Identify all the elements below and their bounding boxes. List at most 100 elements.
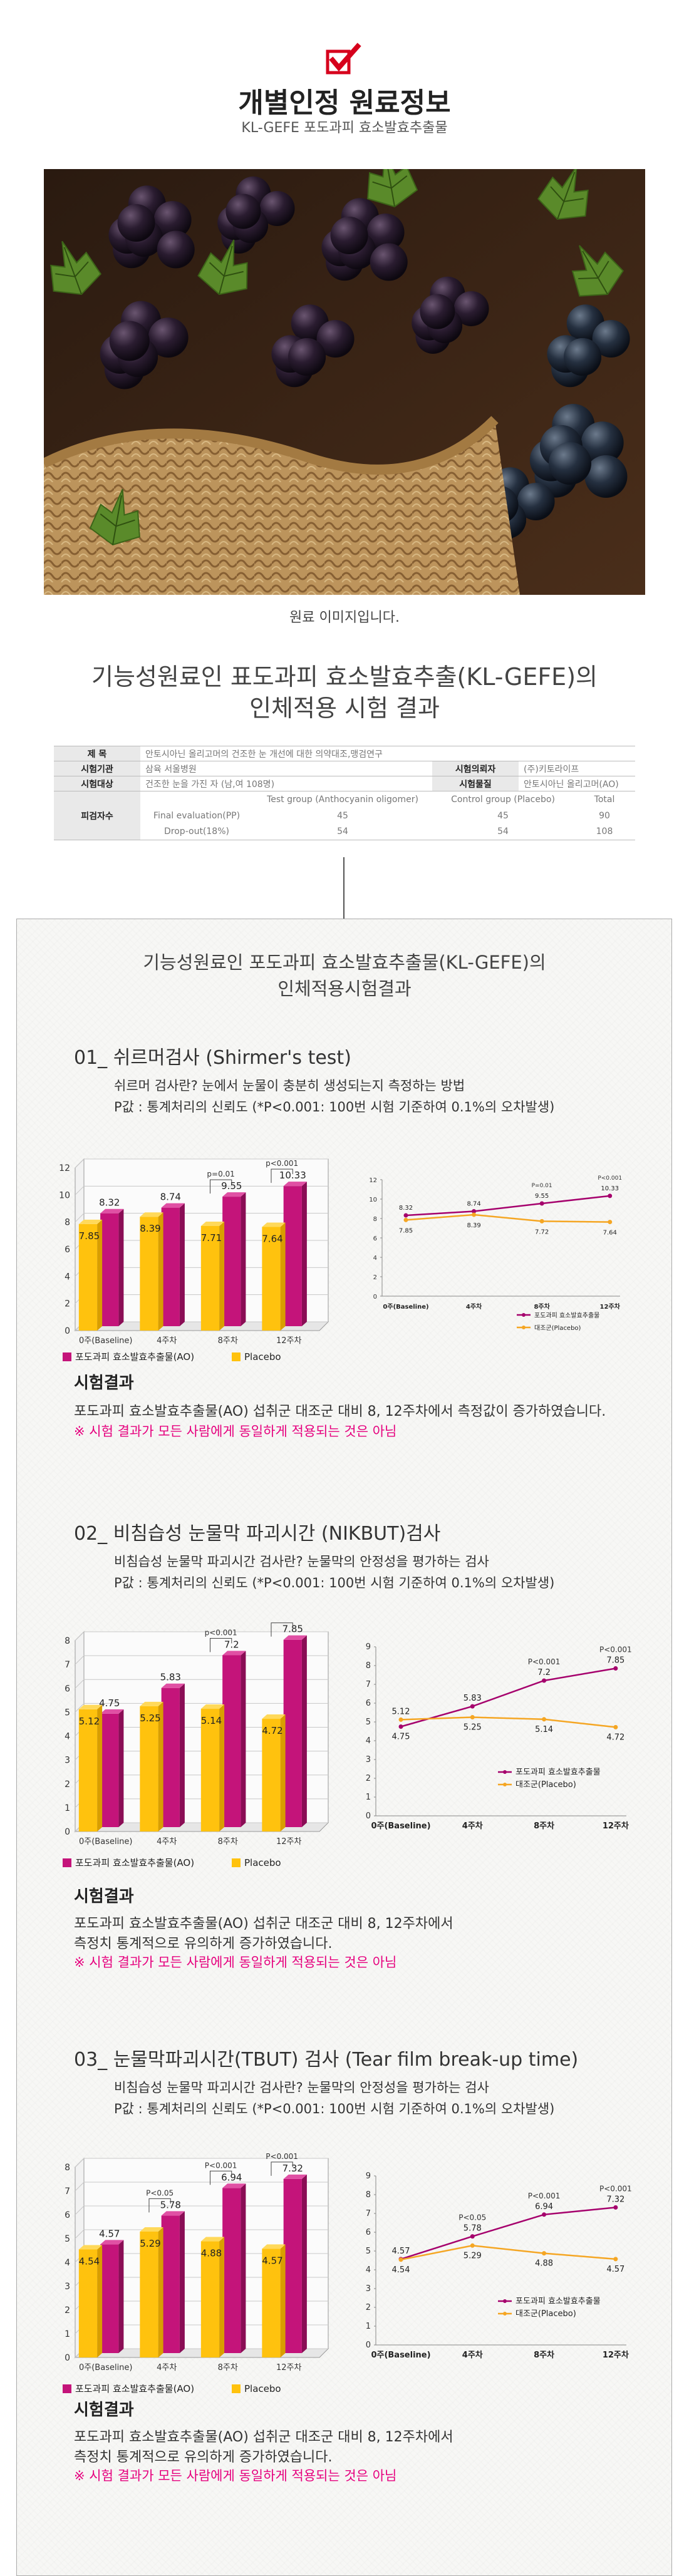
- significance-bracket: [209, 1638, 232, 1652]
- data-label: 8.74: [467, 1201, 480, 1208]
- grape-leaf: [367, 169, 418, 208]
- result-heading: 시험결과: [74, 1374, 134, 1393]
- y-tick-label: 0: [65, 2353, 70, 2363]
- line-ao: [400, 2207, 616, 2260]
- bar-top: [262, 2244, 286, 2249]
- legend-label-ao: 포도과피 효소발효추출물(AO): [75, 1857, 194, 1868]
- y-tick-label: 0: [65, 1326, 70, 1336]
- significance-label: P<0.001: [599, 1646, 632, 1654]
- y-tick-label: 2: [366, 1774, 371, 1783]
- data-label: 9.55: [221, 1180, 242, 1192]
- table-row: 시험기관 삼육 서울병원 시험의뢰자 (주)키토라이프: [54, 761, 635, 776]
- data-label: 7.71: [201, 1232, 222, 1244]
- data-label: 7.64: [262, 1233, 282, 1244]
- grape-berry: [517, 483, 555, 521]
- bar-top: [161, 1683, 185, 1688]
- grape-berry: [549, 442, 591, 485]
- y-tick-label: 0: [373, 1294, 377, 1301]
- bar-top: [262, 1714, 286, 1719]
- bar-top: [222, 1192, 246, 1197]
- result-text-2: 측정치 통계적으로 유의하게 증가하였습니다.: [74, 1936, 333, 1952]
- point-placebo: [613, 1724, 618, 1729]
- x-tick-label: 12주차: [603, 1821, 629, 1831]
- bar-placebo: [78, 1709, 98, 1832]
- y-tick-label: 3: [366, 1755, 371, 1765]
- bar-ao: [161, 2215, 180, 2353]
- bar-ao: [100, 1713, 119, 1827]
- data-label: 7.85: [606, 1656, 624, 1666]
- point-ao: [470, 2234, 475, 2239]
- grape-berry: [366, 214, 405, 252]
- point-placebo: [542, 1717, 547, 1722]
- data-label: 5.14: [535, 1725, 553, 1734]
- bar-placebo: [140, 1706, 158, 1832]
- grape-berry: [288, 338, 326, 376]
- legend-marker: [522, 1313, 526, 1317]
- legend-label-ao: 포도과피 효소발효추출물(AO): [75, 2383, 194, 2394]
- data-label: 5.14: [201, 1715, 222, 1726]
- data-label: 4.75: [392, 1733, 410, 1742]
- table-row: Drop-out(18%) 54 54 108: [54, 823, 635, 840]
- bar-ao: [283, 1186, 302, 1326]
- bar-placebo: [262, 1719, 281, 1832]
- data-label: 4.88: [201, 2248, 222, 2259]
- table-label: 제 목: [54, 746, 140, 761]
- y-tick-label: 0: [366, 2341, 371, 2350]
- y-tick-label: 8: [366, 2190, 371, 2200]
- x-tick-label: 4주차: [462, 2350, 483, 2360]
- nikbut-bar-chart: 0 1 2 3 4 5 6 7 8 4.75 5.12 0주(Baseline) 5.83 5.25 4주차…: [63, 1622, 329, 1868]
- line-ao: [400, 1667, 616, 1728]
- legend-label: 대조군(Placebo): [534, 1324, 581, 1332]
- data-label: 7.85: [79, 1230, 100, 1242]
- bar-placebo: [200, 1225, 220, 1331]
- panel-title-line1: 기능성원료인 포도과피 효소발효추출물(KL-GEFE)의: [143, 952, 546, 973]
- result-note: ※ 시험 결과가 모든 사람에게 동일하게 적용되는 것은 아님: [74, 1955, 397, 1970]
- bar-ao: [161, 1687, 180, 1827]
- y-tick-label: 6: [65, 2210, 70, 2220]
- bar-ao: [222, 2188, 241, 2353]
- y-tick-label: 5: [366, 1718, 371, 1727]
- grape-berry: [420, 294, 455, 329]
- bar-placebo: [78, 1224, 98, 1331]
- legend-swatch-ao: [63, 2384, 71, 2393]
- y-tick-label: 2: [65, 1780, 70, 1790]
- table-cell: 54: [432, 823, 574, 840]
- data-label: 6.94: [221, 2172, 242, 2183]
- data-label: 7.2: [224, 1639, 239, 1651]
- bar-side: [280, 2244, 286, 2357]
- bar-top: [161, 1203, 185, 1208]
- bar-ao: [161, 1207, 180, 1326]
- bar-side: [97, 2245, 103, 2357]
- x-tick-label: 4주차: [157, 2363, 177, 2372]
- point-placebo: [470, 1715, 475, 1719]
- y-tick-label: 7: [366, 2209, 371, 2218]
- data-label: 4.57: [392, 2247, 410, 2256]
- schirmer-line-chart: 0 2 4 6 8 10 12 0주(Baseline) 4주차 8주차 12주차 8.32 8.74 9…: [369, 1175, 622, 1332]
- bar-top: [78, 1219, 103, 1224]
- data-label: 4.57: [262, 2255, 282, 2266]
- page-title: 개별인정 원료정보: [238, 87, 451, 119]
- data-label: 5.25: [464, 1723, 482, 1733]
- grape-leaf: [197, 239, 248, 296]
- y-tick-label: 9: [366, 1642, 371, 1652]
- y-tick-label: 8: [366, 1661, 371, 1671]
- point-placebo: [398, 1717, 403, 1722]
- bar-placebo: [78, 2249, 98, 2357]
- table-value: 안토시아닌 올리고머(AO): [519, 776, 635, 791]
- grape-berry: [592, 320, 630, 358]
- point-placebo: [608, 1220, 613, 1225]
- point-placebo: [472, 1212, 477, 1217]
- y-tick-label: 3: [366, 2284, 371, 2294]
- bar-placebo: [140, 1217, 158, 1331]
- section-heading: 03_ 눈물막파괴시간(TBUT) 검사 (Tear film break-up…: [74, 2049, 579, 2071]
- data-label: 4.57: [99, 2228, 120, 2239]
- bar-top: [200, 1221, 225, 1226]
- point-ao: [539, 1201, 544, 1206]
- significance-label: P=0.01: [532, 1183, 552, 1189]
- point-ao: [472, 1209, 477, 1214]
- gridline: [75, 1679, 328, 1689]
- y-tick-label: 7: [65, 1660, 70, 1670]
- legend-marker: [503, 2312, 507, 2316]
- y-tick-label: 4: [373, 1255, 377, 1262]
- trial-title-line2: 인체적용 시험 결과: [249, 694, 440, 722]
